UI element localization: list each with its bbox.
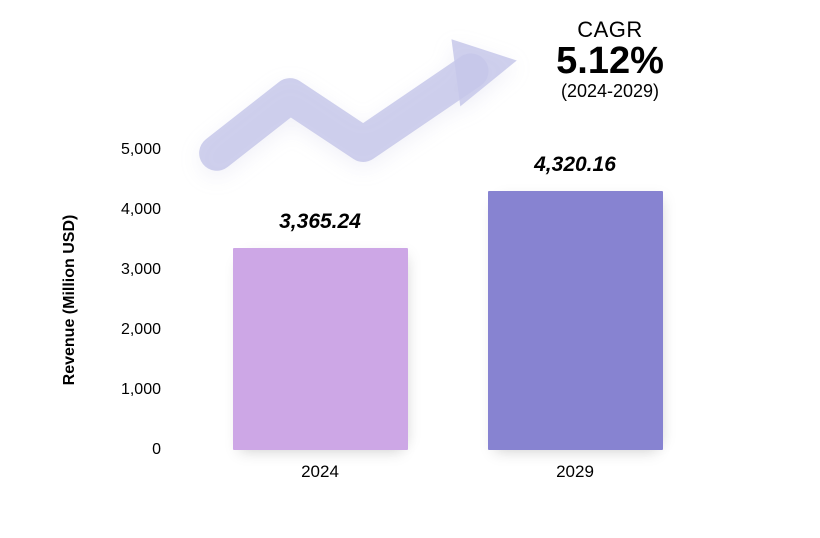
bar: 3,365.242024 (233, 248, 408, 450)
cagr-range: (2024-2029) (500, 82, 720, 102)
bar-category-label: 2024 (301, 462, 339, 482)
chart-stage: CAGR 5.12% (2024-2029) Revenue (Million … (0, 0, 820, 538)
cagr-value: 5.12% (500, 42, 720, 82)
bar-value-label: 4,320.16 (534, 153, 616, 177)
bar: 4,320.162029 (488, 191, 663, 450)
cagr-label: CAGR (500, 18, 720, 42)
cagr-block: CAGR 5.12% (2024-2029) (500, 18, 720, 102)
bar-chart: 01,0002,0003,0004,0005,0003,365.2420244,… (175, 150, 695, 450)
y-tick: 4,000 (121, 201, 175, 219)
y-tick: 1,000 (121, 381, 175, 399)
bar-category-label: 2029 (556, 462, 594, 482)
y-tick: 0 (152, 441, 175, 459)
y-tick: 5,000 (121, 141, 175, 159)
y-tick: 2,000 (121, 321, 175, 339)
bar-value-label: 3,365.24 (279, 210, 361, 234)
y-axis-label: Revenue (Million USD) (61, 215, 79, 386)
y-tick: 3,000 (121, 261, 175, 279)
